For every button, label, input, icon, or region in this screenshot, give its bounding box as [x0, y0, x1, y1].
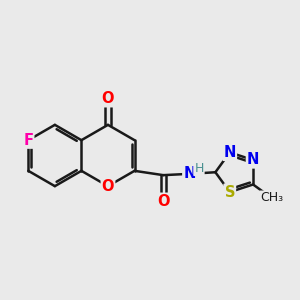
Text: H: H [188, 167, 197, 180]
Text: O: O [157, 194, 170, 209]
Text: N: N [224, 145, 236, 160]
Text: CH₃: CH₃ [260, 191, 283, 205]
Text: N: N [183, 166, 196, 181]
Text: N: N [247, 152, 259, 167]
Text: O: O [102, 179, 114, 194]
Text: F: F [23, 133, 33, 148]
Text: S: S [224, 184, 235, 200]
Text: H: H [194, 162, 204, 175]
Text: O: O [102, 91, 114, 106]
